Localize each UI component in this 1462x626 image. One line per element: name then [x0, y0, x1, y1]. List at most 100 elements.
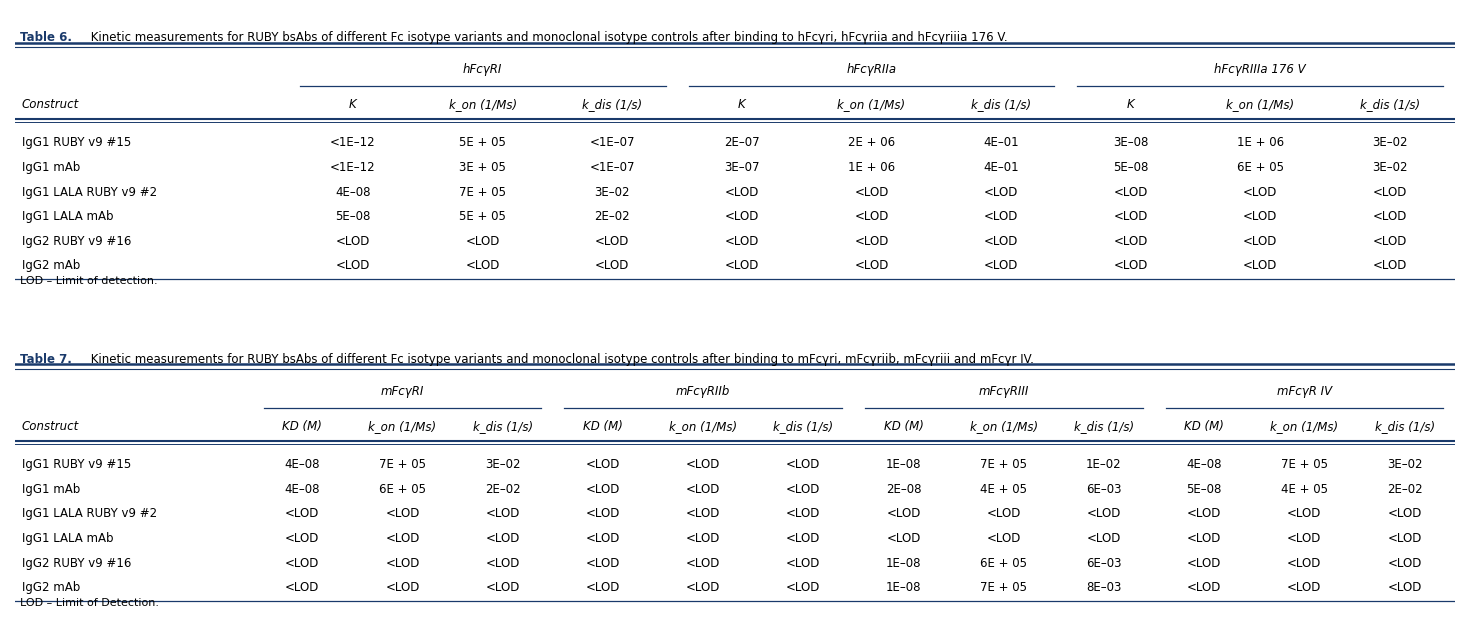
Text: <LOD: <LOD [1114, 235, 1148, 248]
Text: 1E–08: 1E–08 [886, 557, 921, 570]
Text: K: K [738, 98, 746, 111]
Text: IgG2 RUBY v9 #16: IgG2 RUBY v9 #16 [22, 557, 132, 570]
Text: <LOD: <LOD [854, 185, 889, 198]
Text: 6E + 05: 6E + 05 [379, 483, 425, 496]
Text: k_on (1/Ms): k_on (1/Ms) [368, 420, 437, 433]
Text: IgG2 RUBY v9 #16: IgG2 RUBY v9 #16 [22, 235, 132, 248]
Text: k_dis (1/s): k_dis (1/s) [971, 98, 1031, 111]
Text: <LOD: <LOD [1387, 557, 1421, 570]
Text: k_dis (1/s): k_dis (1/s) [1374, 420, 1434, 433]
Text: <LOD: <LOD [854, 235, 889, 248]
Text: <LOD: <LOD [686, 557, 721, 570]
Text: 3E–02: 3E–02 [1387, 458, 1423, 471]
Text: 1E–08: 1E–08 [886, 458, 921, 471]
Text: <LOD: <LOD [787, 581, 820, 594]
Text: <1E–07: <1E–07 [589, 136, 635, 150]
Text: <LOD: <LOD [1373, 235, 1406, 248]
Text: KD (M): KD (M) [1184, 420, 1224, 433]
Text: k_dis (1/s): k_dis (1/s) [582, 98, 642, 111]
Text: <LOD: <LOD [725, 259, 759, 272]
Text: <LOD: <LOD [485, 581, 520, 594]
Text: <LOD: <LOD [854, 259, 889, 272]
Text: 2E–02: 2E–02 [595, 210, 630, 223]
Text: 3E–02: 3E–02 [595, 185, 630, 198]
Text: k_dis (1/s): k_dis (1/s) [773, 420, 833, 433]
Text: k_dis (1/s): k_dis (1/s) [472, 420, 532, 433]
Text: <LOD: <LOD [1373, 210, 1406, 223]
Text: <LOD: <LOD [485, 508, 520, 520]
Text: <LOD: <LOD [984, 235, 1018, 248]
Text: 3E–07: 3E–07 [724, 161, 760, 174]
Text: 3E–02: 3E–02 [1373, 161, 1408, 174]
Text: 7E + 05: 7E + 05 [379, 458, 425, 471]
Text: 7E + 05: 7E + 05 [980, 458, 1028, 471]
Text: IgG1 LALA mAb: IgG1 LALA mAb [22, 210, 114, 223]
Text: 7E + 05: 7E + 05 [980, 581, 1028, 594]
Text: <LOD: <LOD [586, 532, 620, 545]
Text: 2E + 06: 2E + 06 [848, 136, 895, 150]
Text: <LOD: <LOD [336, 259, 370, 272]
Text: <LOD: <LOD [1187, 532, 1221, 545]
Text: 2E–02: 2E–02 [1387, 483, 1423, 496]
Text: k_on (1/Ms): k_on (1/Ms) [449, 98, 516, 111]
Text: K: K [349, 98, 357, 111]
Text: IgG1 RUBY v9 #15: IgG1 RUBY v9 #15 [22, 458, 132, 471]
Text: <LOD: <LOD [586, 483, 620, 496]
Text: 1E + 06: 1E + 06 [1237, 136, 1284, 150]
Text: 4E–01: 4E–01 [984, 136, 1019, 150]
Text: <LOD: <LOD [386, 532, 420, 545]
Text: <LOD: <LOD [787, 458, 820, 471]
Text: k_on (1/Ms): k_on (1/Ms) [670, 420, 737, 433]
Text: <LOD: <LOD [787, 508, 820, 520]
Text: <LOD: <LOD [386, 508, 420, 520]
Text: <LOD: <LOD [984, 185, 1018, 198]
Text: IgG1 mAb: IgG1 mAb [22, 161, 80, 174]
Text: <LOD: <LOD [1187, 581, 1221, 594]
Text: 4E + 05: 4E + 05 [980, 483, 1028, 496]
Text: mFcγRIIb: mFcγRIIb [675, 384, 731, 398]
Text: <LOD: <LOD [725, 235, 759, 248]
Text: Table 7.: Table 7. [20, 353, 72, 366]
Text: 5E–08: 5E–08 [335, 210, 371, 223]
Text: 5E + 05: 5E + 05 [459, 136, 506, 150]
Text: <LOD: <LOD [1086, 532, 1121, 545]
Text: <1E–07: <1E–07 [589, 161, 635, 174]
Text: <LOD: <LOD [787, 483, 820, 496]
Text: <LOD: <LOD [595, 259, 630, 272]
Text: <LOD: <LOD [586, 581, 620, 594]
Text: <LOD: <LOD [1243, 185, 1278, 198]
Text: <LOD: <LOD [1287, 532, 1322, 545]
Text: <LOD: <LOD [1243, 210, 1278, 223]
Text: <LOD: <LOD [1287, 581, 1322, 594]
Text: <LOD: <LOD [386, 557, 420, 570]
Text: 2E–02: 2E–02 [485, 483, 520, 496]
Text: <LOD: <LOD [485, 532, 520, 545]
Text: mFcγRIII: mFcγRIII [978, 384, 1029, 398]
Text: hFcγRIIIa 176 V: hFcγRIIIa 176 V [1215, 63, 1306, 76]
Text: <LOD: <LOD [886, 532, 921, 545]
Text: <LOD: <LOD [586, 557, 620, 570]
Text: <LOD: <LOD [465, 259, 500, 272]
Text: k_on (1/Ms): k_on (1/Ms) [969, 420, 1038, 433]
Text: <LOD: <LOD [285, 508, 320, 520]
Text: <LOD: <LOD [386, 581, 420, 594]
Text: <LOD: <LOD [1287, 557, 1322, 570]
Text: Kinetic measurements for RUBY bsAbs of different Fc isotype variants and monoclo: Kinetic measurements for RUBY bsAbs of d… [88, 31, 1007, 44]
Text: 5E–08: 5E–08 [1187, 483, 1222, 496]
Text: 4E–08: 4E–08 [285, 458, 320, 471]
Text: <LOD: <LOD [1243, 259, 1278, 272]
Text: 6E + 05: 6E + 05 [980, 557, 1028, 570]
Text: k_on (1/Ms): k_on (1/Ms) [1227, 98, 1294, 111]
Text: 3E + 05: 3E + 05 [459, 161, 506, 174]
Text: 5E–08: 5E–08 [1113, 161, 1148, 174]
Text: 7E + 05: 7E + 05 [1281, 458, 1327, 471]
Text: k_on (1/Ms): k_on (1/Ms) [1270, 420, 1338, 433]
Text: 2E–08: 2E–08 [886, 483, 921, 496]
Text: 1E + 06: 1E + 06 [848, 161, 895, 174]
Text: mFcγR IV: mFcγR IV [1276, 384, 1332, 398]
Text: <LOD: <LOD [984, 210, 1018, 223]
Text: KD (M): KD (M) [282, 420, 322, 433]
Text: <LOD: <LOD [285, 532, 320, 545]
Text: 1E–08: 1E–08 [886, 581, 921, 594]
Text: mFcγRI: mFcγRI [382, 384, 424, 398]
